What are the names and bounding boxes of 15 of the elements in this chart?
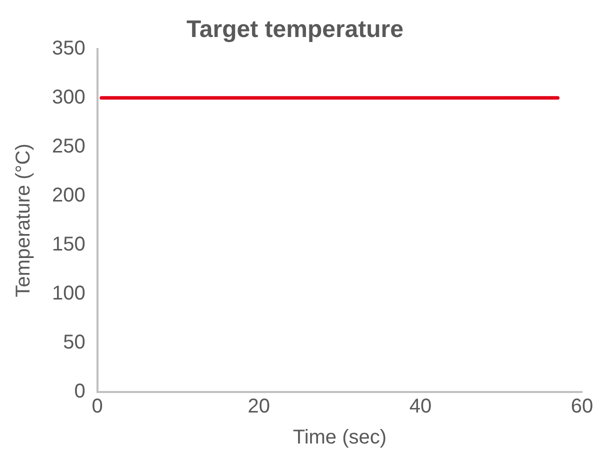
x-tick-label: 0 — [92, 396, 103, 418]
y-tick-label: 100 — [52, 282, 86, 304]
x-tick-label: 20 — [248, 396, 270, 418]
y-tick-label: 200 — [52, 184, 86, 206]
chart-title: Target temperature — [186, 16, 404, 44]
y-tick-label: 350 — [52, 37, 86, 60]
y-tick-label: 0 — [74, 380, 86, 403]
y-tick-label: 300 — [52, 86, 86, 108]
y-axis-title: Temperature (°C) — [12, 144, 35, 298]
y-tick-label: 50 — [63, 331, 86, 354]
x-axis-title: Time (sec) — [292, 426, 387, 449]
y-tick-label: 150 — [52, 233, 86, 256]
y-tick-label: 250 — [52, 135, 86, 158]
x-tick-label: 60 — [570, 396, 594, 418]
x-tick-label: 40 — [409, 396, 432, 418]
